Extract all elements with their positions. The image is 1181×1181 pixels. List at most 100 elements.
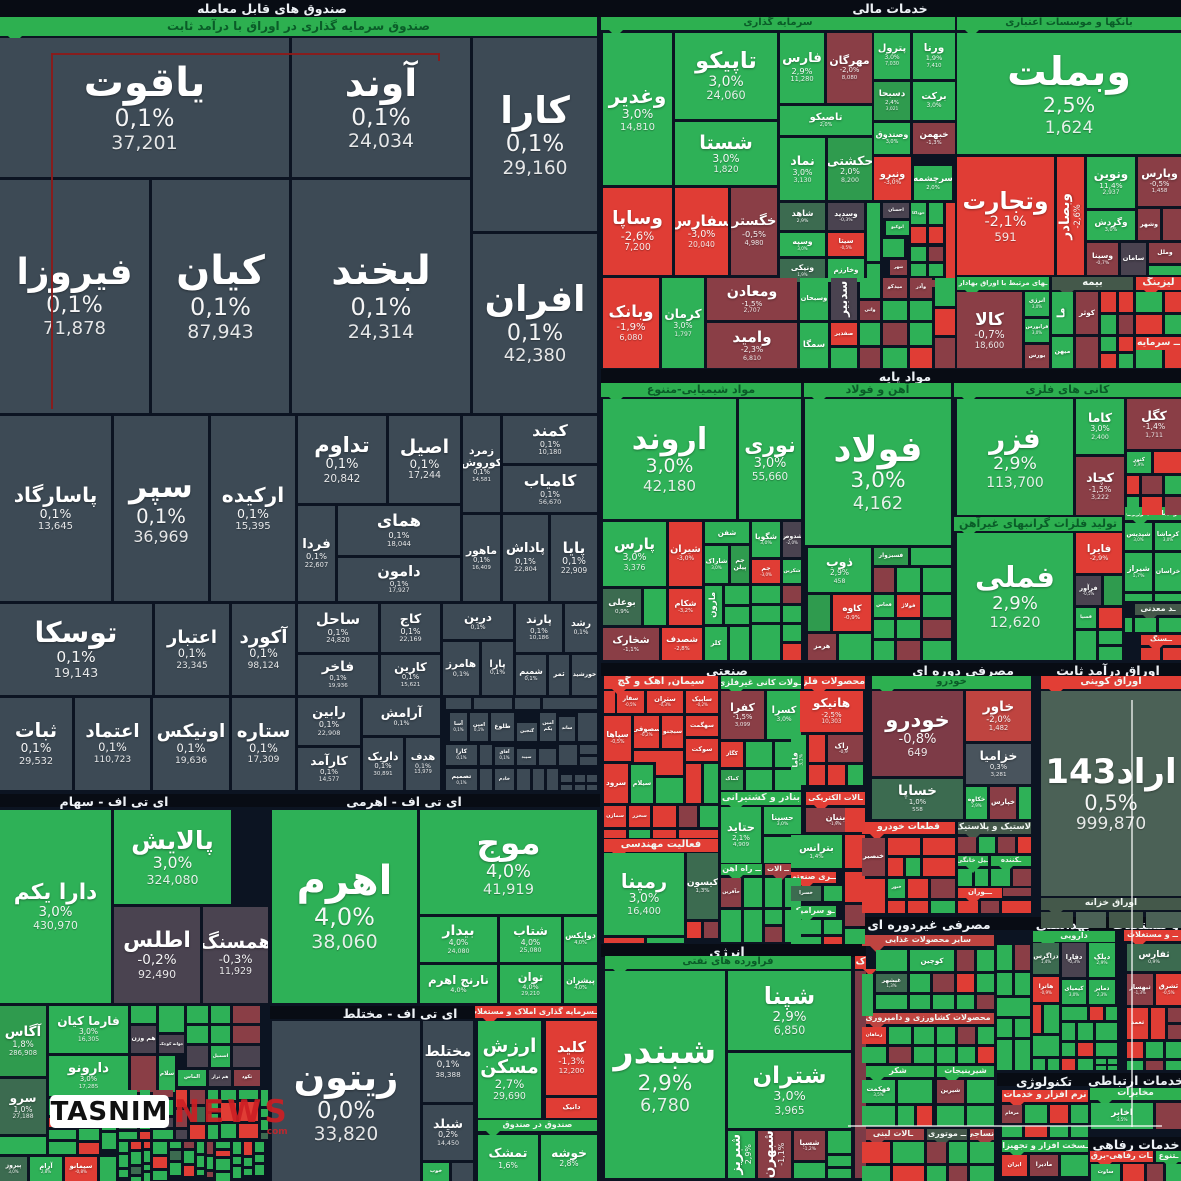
tile-آکورد[interactable]: آکورد 0,1% 98,124 [232, 604, 295, 695]
tile-فرآور[interactable]: فرآور -0,5% [1076, 576, 1101, 605]
tile[interactable] [1076, 337, 1098, 368]
tile[interactable] [937, 1047, 955, 1063]
tile[interactable] [889, 1027, 911, 1044]
tile-وبانک[interactable]: وبانک -1,9% 6,080 [603, 278, 659, 368]
tile-رابین[interactable]: رابین 0,1% 22,908 [298, 698, 360, 745]
tile[interactable] [656, 778, 683, 803]
tile[interactable] [908, 879, 928, 898]
tile[interactable] [883, 348, 907, 368]
tile[interactable] [1165, 497, 1181, 515]
tile-برکت[interactable]: برکت 3,0% [913, 82, 955, 120]
tile[interactable] [997, 973, 1012, 995]
tile-شفن[interactable]: شفن [705, 522, 749, 543]
tile[interactable] [704, 922, 718, 938]
tile[interactable] [1096, 1066, 1106, 1070]
tile[interactable] [957, 995, 974, 1009]
tile-شبندر[interactable]: شبندر 2,9% 6,780 [605, 971, 725, 1178]
tile[interactable] [1050, 1126, 1068, 1137]
tile-فاخر[interactable]: فاخر 0,1% 19,936 [298, 655, 378, 695]
tile[interactable] [587, 785, 597, 790]
sector-bar[interactable]: ــ الات [765, 864, 791, 882]
tile[interactable] [1136, 350, 1162, 368]
tile[interactable] [888, 901, 905, 913]
tile[interactable] [704, 764, 718, 803]
sector-bar[interactable]: لیزینگ [1136, 277, 1181, 297]
tile[interactable] [629, 830, 650, 838]
tile[interactable] [997, 1019, 1012, 1037]
tile[interactable] [1136, 315, 1162, 334]
tile-طلوع[interactable]: طلوع [491, 713, 514, 741]
tile-وبملت[interactable]: وبملت 2,5% 1,624 [957, 33, 1181, 154]
mosaic-cell[interactable] [221, 1124, 236, 1138]
tile[interactable] [1149, 266, 1181, 275]
tile-ساوت[interactable]: ساوت [1091, 1164, 1120, 1181]
tile-امین یکم[interactable]: امین یکم [540, 713, 556, 741]
sector-bar[interactable]: آهن و فولاد [804, 383, 951, 404]
mosaic-cell[interactable] [190, 1090, 205, 1104]
tile[interactable] [970, 1142, 994, 1163]
tile-فارما کیان[interactable]: فارما کیان 3,0% 16,305 [49, 1006, 128, 1053]
mosaic-cell[interactable] [244, 1158, 252, 1166]
tile-هدف[interactable]: هدف 0,1% 13,979 [406, 738, 440, 790]
tile[interactable] [752, 625, 780, 660]
tile[interactable] [604, 830, 626, 838]
tile-شیراز[interactable]: شیراز 1,7% [1125, 553, 1152, 591]
tile-فملی[interactable]: فملی 2,9% 12,620 [957, 533, 1073, 660]
tile[interactable] [575, 785, 585, 790]
tile[interactable] [957, 974, 974, 992]
tile-جم پیلن[interactable]: جم پیلن [731, 546, 749, 583]
tile-الماس[interactable]: الماس [178, 1070, 206, 1086]
tile[interactable] [910, 348, 932, 368]
tile[interactable] [233, 1006, 260, 1023]
tile-تصمیم[interactable]: تصمیم 0,1% [446, 769, 477, 790]
mosaic-cell[interactable] [170, 1151, 181, 1160]
mosaic-cell[interactable] [207, 1172, 213, 1177]
tile-دیلک[interactable]: دیلک 2,9% [1089, 943, 1115, 977]
tile-رمپنا[interactable]: رمپنا 3,0% 16,400 [604, 853, 684, 935]
sector-bar[interactable]: اوراق کوینی [1041, 676, 1181, 696]
tile[interactable] [656, 751, 683, 775]
sector-bar[interactable]: بیمه [1052, 277, 1133, 297]
tile-شهر[interactable]: شهر [890, 260, 907, 275]
tile-ختور[interactable]: ختور [888, 879, 905, 898]
mosaic-cell[interactable] [153, 1090, 173, 1097]
tile[interactable] [725, 586, 749, 604]
tile[interactable] [1076, 631, 1096, 660]
tile[interactable] [1127, 497, 1139, 515]
tile-پارا[interactable]: پارا 0,1% [482, 642, 513, 695]
tile[interactable] [730, 627, 749, 660]
mosaic-cell[interactable] [255, 1155, 264, 1162]
tile[interactable] [862, 1142, 890, 1163]
tile[interactable] [867, 203, 880, 261]
tile-خساپا[interactable]: خساپا 1,0% 558 [872, 779, 963, 819]
mosaic-cell[interactable] [255, 1165, 264, 1175]
mosaic-cell[interactable] [207, 1157, 213, 1169]
tile-آسا[interactable]: آسا 0,1% [450, 713, 467, 741]
mosaic-cell[interactable] [49, 1130, 76, 1139]
tile-سیتا[interactable]: سیتا -0,5% [828, 233, 864, 256]
mosaic-cell[interactable] [184, 1151, 194, 1163]
tile[interactable] [515, 698, 540, 709]
tile[interactable] [187, 1026, 208, 1043]
tile-شیلد[interactable]: شیلد 0,2% 14,450 [423, 1105, 473, 1160]
tile[interactable] [981, 901, 999, 913]
tile-فولاژ[interactable]: فولاژ [897, 595, 920, 617]
tile[interactable] [575, 775, 585, 782]
tile[interactable] [1127, 1042, 1143, 1058]
mosaic-cell[interactable] [119, 1142, 128, 1152]
tile[interactable] [517, 769, 530, 790]
tile[interactable] [1033, 1059, 1045, 1070]
tile-بیدار[interactable]: بیدار 4,0% 24,080 [420, 917, 497, 962]
tile[interactable] [794, 1163, 825, 1178]
tile-ورنا[interactable]: ورنا 1,9% 7,410 [913, 33, 955, 79]
tile-رشد[interactable]: رشد 0,1% [565, 604, 597, 652]
tile[interactable] [1025, 1126, 1047, 1137]
tile-ثمر[interactable]: ثمر [549, 655, 569, 695]
tile-کوچین[interactable]: کوچین [910, 950, 954, 971]
sector-bar[interactable]: تولید فلزات گرانبهای غیرآهن [954, 517, 1122, 538]
tile-پارند[interactable]: پارند 0,1% 10,186 [516, 604, 562, 652]
tile-کلر[interactable]: کلر [705, 627, 727, 660]
mosaic-cell[interactable] [197, 1170, 204, 1175]
tile-دانیک[interactable]: دانیک [546, 1098, 597, 1118]
tile-صفدیر[interactable]: صفدیر [831, 323, 857, 345]
